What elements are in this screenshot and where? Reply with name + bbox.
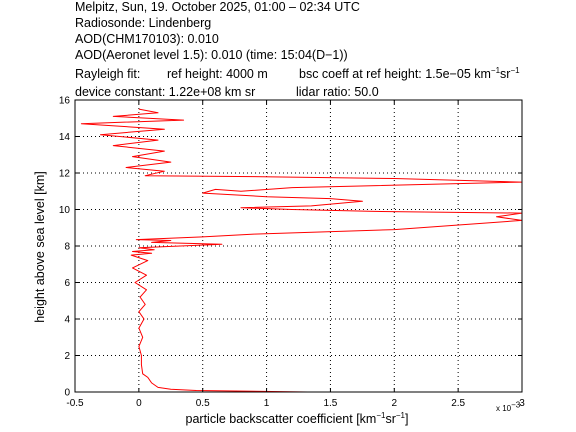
x-tick-label: 0.5 bbox=[196, 398, 210, 409]
x-tick-label: 3 bbox=[519, 398, 525, 409]
x-axis-label: particle backscatter coefficient [km−1sr… bbox=[185, 410, 409, 426]
y-axis-label: height above sea level [km] bbox=[33, 171, 47, 323]
y-tick-label: 4 bbox=[64, 315, 70, 326]
y-tick-label: 10 bbox=[59, 205, 71, 216]
x-tick-label: -0.5 bbox=[66, 398, 84, 409]
x-tick-label: 1 bbox=[264, 398, 270, 409]
title-line-3: AOD(CHM170103): 0.010 bbox=[75, 32, 219, 46]
backscatter-profile-line bbox=[80, 108, 523, 393]
ref-height-text: ref height: 4000 m bbox=[167, 67, 268, 81]
title-line-1: Melpitz, Sun, 19. October 2025, 01:00 – … bbox=[75, 0, 360, 14]
y-tick-label: 12 bbox=[59, 169, 71, 180]
y-tick-label: 16 bbox=[59, 96, 71, 107]
x-axis-multiplier: x 10−3 bbox=[496, 400, 521, 413]
y-axis-ticks: 0 2 4 6 8 10 12 14 16 bbox=[59, 96, 522, 399]
lidar-ratio-text: lidar ratio: 50.0 bbox=[296, 85, 379, 99]
plot-area bbox=[75, 100, 522, 392]
x-tick-label: 2.5 bbox=[451, 398, 465, 409]
grid bbox=[75, 100, 522, 392]
device-constant-text: device constant: 1.22e+08 km sr bbox=[75, 85, 256, 99]
rayleigh-fit-label: Rayleigh fit: bbox=[75, 67, 141, 81]
x-axis-ticks: -0.5 0 0.5 1 1.5 2 2.5 3 bbox=[66, 100, 525, 409]
x-tick-label: 1.5 bbox=[323, 398, 337, 409]
y-tick-label: 14 bbox=[59, 132, 71, 143]
y-tick-label: 0 bbox=[64, 388, 70, 399]
x-tick-label: 0 bbox=[136, 398, 142, 409]
series-layer bbox=[80, 108, 523, 393]
y-tick-label: 2 bbox=[64, 351, 70, 362]
title-line-4: AOD(Aeronet level 1.5): 0.010 (time: 15:… bbox=[75, 48, 348, 62]
y-tick-label: 6 bbox=[64, 278, 70, 289]
x-tick-label: 2 bbox=[392, 398, 398, 409]
bsc-coeff-text: bsc coeff at ref height: 1.5e−05 km−1sr−… bbox=[299, 65, 520, 81]
y-tick-label: 8 bbox=[64, 242, 70, 253]
title-line-2: Radiosonde: Lindenberg bbox=[75, 16, 212, 30]
